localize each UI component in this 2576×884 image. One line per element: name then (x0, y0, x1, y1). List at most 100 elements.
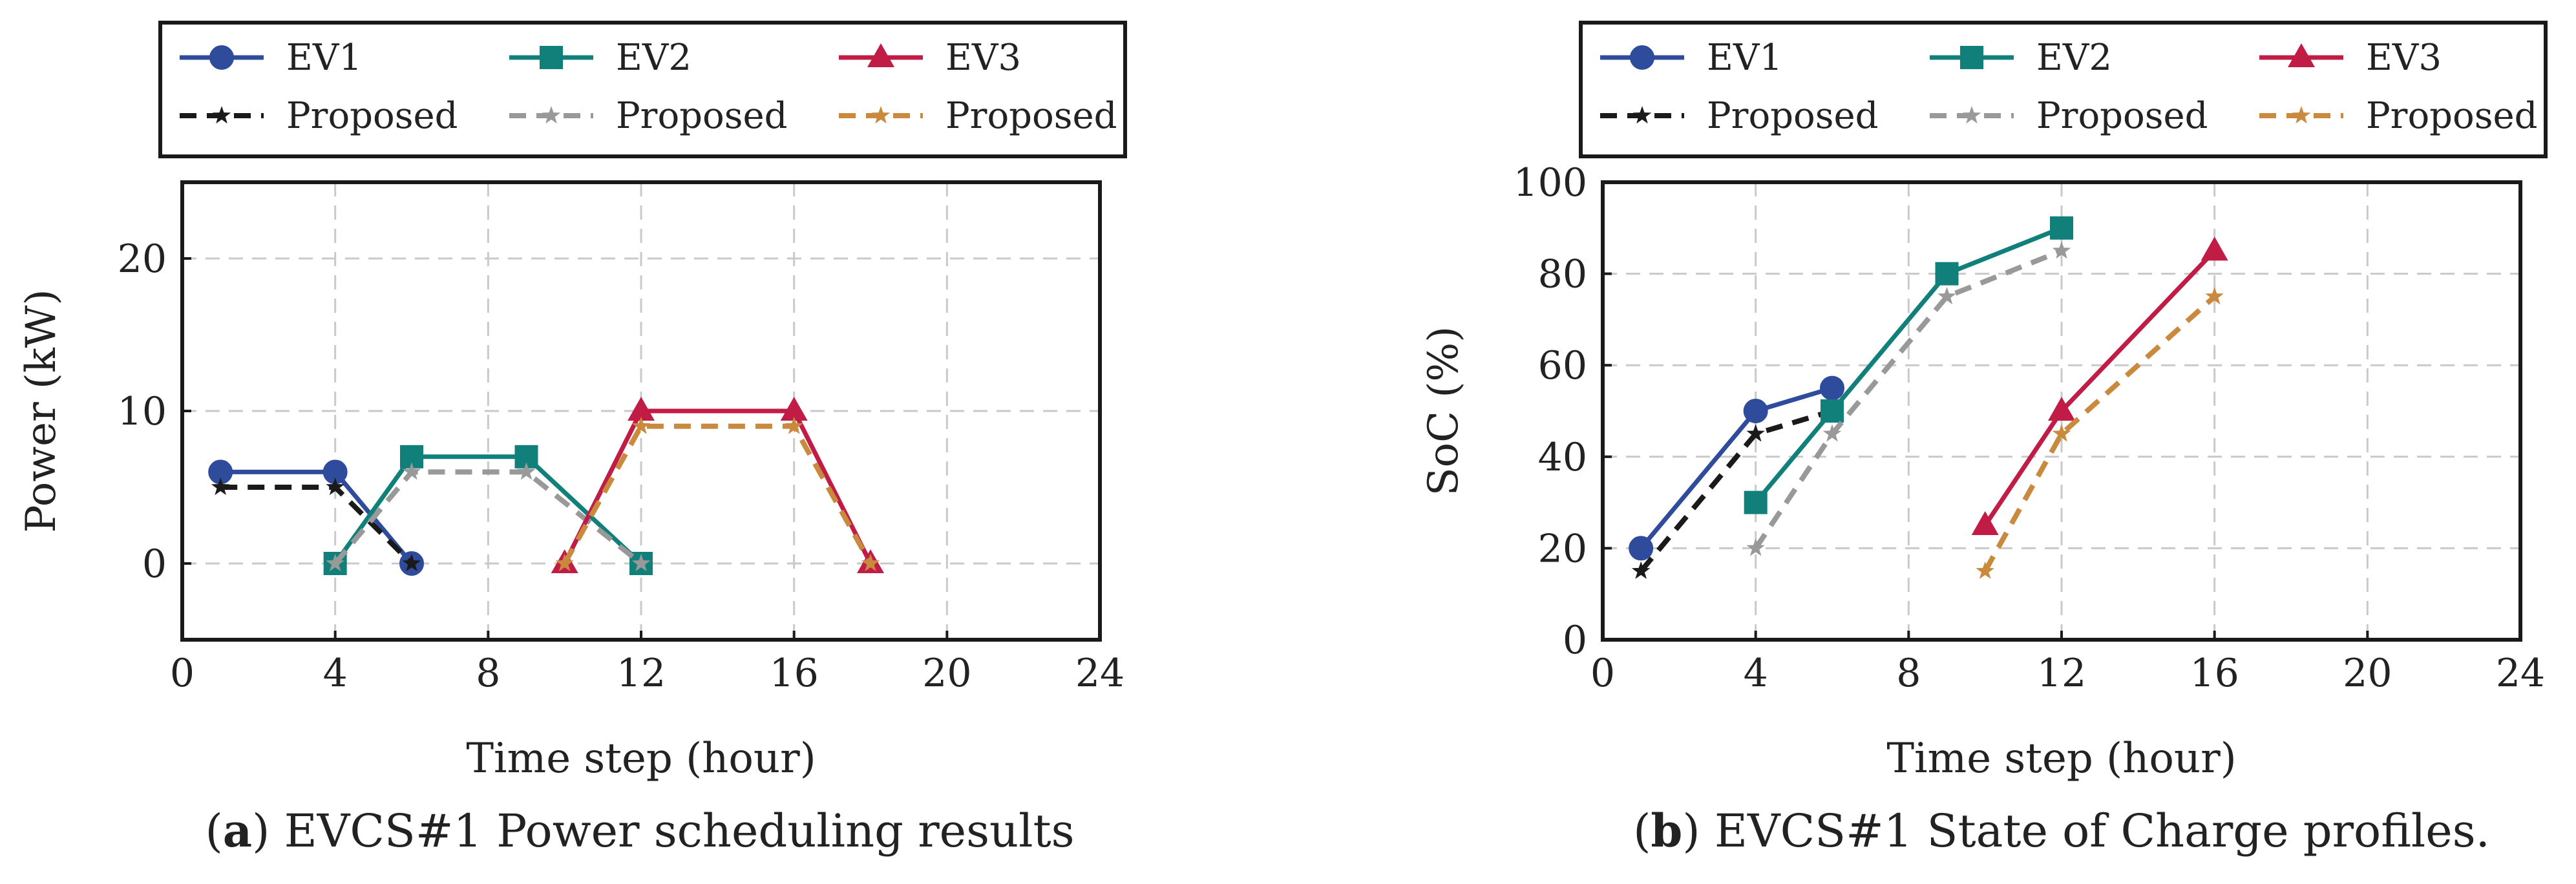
x-tick-label: 0 (170, 651, 195, 696)
legend-marker-5 (871, 106, 891, 124)
legend-box (1579, 21, 2548, 158)
legend-marker-0 (1630, 45, 1654, 70)
panel-b-state-of-charge: 0 4 8 12 16 20 24 0 20 40 60 80 100 Time step (hour) S… (1420, 21, 2548, 858)
y-tick-label: 10 (118, 389, 167, 434)
data-point-5-2 (785, 416, 803, 434)
caption-prefix: ( (1633, 805, 1651, 858)
data-point-4-1 (628, 397, 655, 421)
y-tick-label: 20 (118, 237, 167, 282)
x-tick-label: 12 (2037, 651, 2086, 696)
data-point-5-0 (1976, 561, 1994, 579)
x-tick-label: 4 (323, 651, 348, 696)
y-axis-label: Power (kW) (17, 289, 65, 532)
legend-label-3: Proposed (616, 95, 787, 137)
data-point-4-1 (2048, 397, 2075, 421)
legend-label-2: EV2 (2036, 37, 2112, 79)
y-tick-label: 40 (1538, 435, 1587, 480)
gridlines (1603, 182, 2520, 640)
data-point-5-2 (2205, 287, 2224, 305)
caption-prefix: ( (205, 805, 222, 858)
series-line-2 (333, 454, 643, 565)
data-point-3-2 (1937, 287, 1956, 305)
data-point-5-3 (861, 554, 880, 572)
legend-box (158, 21, 1127, 158)
x-axis-label: Time step (hour) (1886, 735, 2236, 783)
data-point-3-1 (402, 462, 421, 480)
x-tick-label: 12 (617, 651, 666, 696)
legend-label-5: Proposed (945, 95, 1117, 137)
legend-marker-4 (2288, 43, 2315, 67)
x-tick-label: 0 (1590, 651, 1615, 696)
data-point-2-1 (1821, 399, 1844, 423)
x-tick-label: 8 (1896, 651, 1921, 696)
x-tick-label: 20 (922, 651, 971, 696)
legend-marker-2 (540, 46, 563, 69)
data-point-2-2 (1935, 262, 1959, 286)
legend: EV1 Proposed EV2 Proposed EV3 Proposed (1579, 21, 2548, 158)
series-group (1629, 216, 2228, 579)
series-line-5 (562, 423, 873, 565)
legend-label-0: EV1 (1707, 37, 1782, 79)
data-point-3-0 (326, 554, 344, 572)
data-point-1-1 (326, 478, 344, 496)
data-point-0-0 (1629, 536, 1654, 561)
x-axis-label: Time step (hour) (466, 735, 816, 783)
x-tick-label: 16 (769, 651, 818, 696)
data-point-3-2 (517, 462, 536, 480)
series-line-0 (1639, 386, 1833, 550)
legend-label-3: Proposed (2036, 95, 2208, 137)
panel-a-power-scheduling: 0 4 8 12 16 20 24 0 10 20 Time step (hour) Power (k… (17, 21, 1127, 858)
data-point-4-2 (2201, 237, 2228, 261)
legend-label-2: EV2 (616, 37, 692, 79)
legend-label-4: EV3 (945, 37, 1021, 79)
series-line-3 (1753, 248, 2063, 550)
legend-label-0: EV1 (286, 37, 362, 79)
legend-marker-2 (1960, 46, 1983, 69)
x-tick-label: 16 (2190, 651, 2239, 696)
caption-letter: b (1651, 804, 1682, 858)
data-point-3-0 (1746, 538, 1765, 556)
series-line-5 (1983, 295, 2217, 573)
data-point-3-3 (631, 554, 651, 572)
x-tick-label: 20 (2343, 651, 2392, 696)
caption: (a) EVCS#1 Power scheduling results (205, 804, 1074, 858)
x-tick-label: 24 (2496, 651, 2545, 696)
caption-text: ) EVCS#1 State of Charge profiles. (1682, 805, 2490, 858)
series-line-4 (562, 408, 873, 565)
x-tick-label: 24 (1075, 651, 1124, 696)
data-point-4-0 (1971, 511, 1999, 535)
y-tick-label: 60 (1538, 343, 1587, 388)
legend-marker-5 (2292, 106, 2311, 124)
ticks: 0 4 8 12 16 20 24 0 20 40 60 80 100 (1513, 160, 2545, 696)
data-point-2-0 (1744, 490, 1768, 514)
y-tick-label: 0 (1563, 618, 1587, 663)
y-tick-label: 20 (1538, 526, 1587, 571)
data-point-1-2 (402, 554, 421, 572)
series-line-4 (1983, 249, 2217, 527)
legend-marker-4 (867, 43, 894, 67)
data-point-4-2 (780, 397, 808, 421)
data-point-5-1 (2052, 424, 2071, 442)
y-tick-label: 0 (142, 542, 167, 587)
data-point-0-2 (1820, 375, 1844, 401)
data-point-0-1 (1743, 399, 1768, 423)
legend-label-1: Proposed (1707, 95, 1878, 137)
y-axis-label: SoC (%) (1420, 326, 1468, 496)
data-point-5-1 (631, 416, 651, 434)
data-point-5-0 (555, 554, 574, 572)
series-line-2 (1754, 226, 2063, 504)
legend-marker-3 (542, 106, 561, 124)
caption: (b) EVCS#1 State of Charge profiles. (1633, 804, 2490, 858)
data-point-1-1 (1746, 424, 1765, 442)
legend-marker-3 (1962, 106, 1981, 124)
data-point-1-0 (1631, 561, 1651, 579)
caption-text: ) EVCS#1 Power scheduling results (252, 805, 1074, 858)
y-tick-label: 100 (1513, 160, 1587, 205)
legend-marker-1 (1632, 106, 1652, 124)
ticks: 0 4 8 12 16 20 24 0 10 20 (118, 237, 1125, 696)
data-point-2-3 (2050, 216, 2073, 240)
legend-label-1: Proposed (286, 95, 458, 137)
series-line-3 (333, 469, 643, 566)
legend-label-5: Proposed (2366, 95, 2537, 137)
